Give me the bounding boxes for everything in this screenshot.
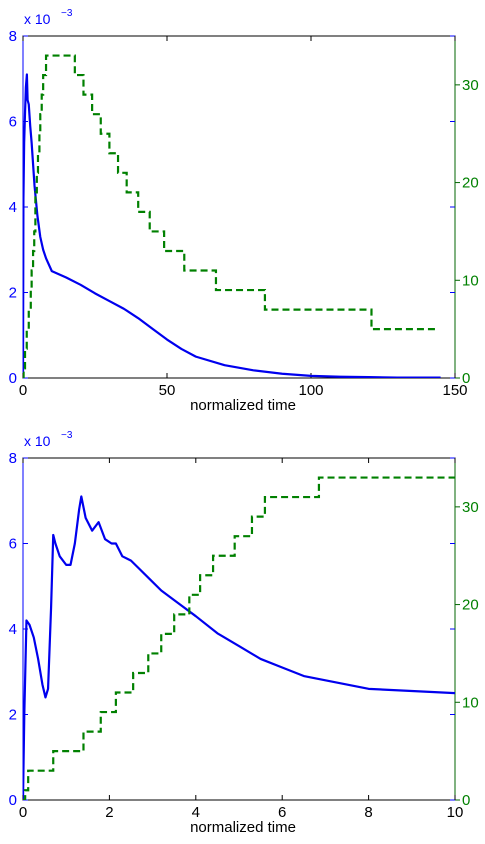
left-tick-label: 6 [9, 536, 17, 553]
series-right-dashed [23, 54, 438, 378]
left-tick-label: 6 [9, 114, 17, 131]
right-tick-label: 30 [462, 499, 479, 516]
x-tick-label: 50 [159, 382, 176, 399]
x-axis-label: normalized time [190, 819, 296, 836]
right-tick-label: 0 [462, 792, 470, 809]
series-left-solid [23, 495, 455, 800]
x-tick-label: 150 [442, 382, 467, 399]
series-left-solid [23, 73, 441, 378]
left-tick-label: 0 [9, 370, 17, 387]
right-tick-label: 0 [462, 370, 470, 387]
right-tick-label: 10 [462, 694, 479, 711]
x-tick-label: 4 [192, 804, 200, 821]
x-tick-label: 10 [447, 804, 464, 821]
left-tick-label: 4 [9, 621, 17, 638]
x-tick-label: 6 [278, 804, 286, 821]
x-tick-label: 100 [298, 382, 323, 399]
y-left-multiplier: x 10 [24, 433, 51, 449]
plot-frame [22, 35, 456, 379]
left-tick-label: 8 [9, 28, 17, 45]
x-tick-label: 0 [19, 804, 27, 821]
y-left-multiplier: x 10 [24, 11, 51, 27]
y-left-multiplier-exponent: −3 [61, 430, 73, 441]
x-tick-label: 2 [105, 804, 113, 821]
x-tick-label: 0 [19, 382, 27, 399]
plot-frame [22, 457, 456, 801]
y-left-multiplier-exponent: −3 [61, 8, 73, 19]
left-tick-label: 8 [9, 450, 17, 467]
series-right-dashed [23, 476, 455, 800]
right-tick-label: 20 [462, 175, 479, 192]
left-tick-label: 0 [9, 792, 17, 809]
right-tick-label: 30 [462, 77, 479, 94]
right-tick-label: 20 [462, 597, 479, 614]
left-tick-label: 4 [9, 199, 17, 216]
right-tick-label: 10 [462, 272, 479, 289]
left-tick-label: 2 [9, 285, 17, 302]
top-chart: 0 2 4 6 8 0 10 20 30 0 50 100 150 normalized time x 10… [9, 8, 479, 414]
x-tick-label: 8 [364, 804, 372, 821]
x-axis-label: normalized time [190, 397, 296, 414]
left-tick-label: 2 [9, 707, 17, 724]
